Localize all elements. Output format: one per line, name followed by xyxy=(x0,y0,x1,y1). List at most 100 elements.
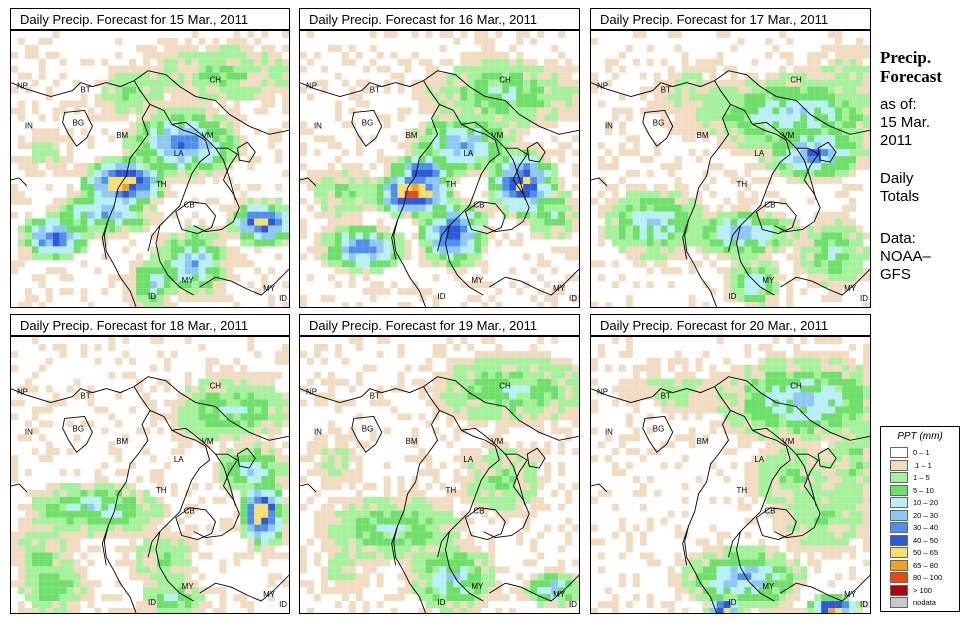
precip-cell xyxy=(240,441,248,449)
precip-cell xyxy=(198,392,206,400)
precip-cell xyxy=(59,135,67,143)
precip-cell xyxy=(122,156,130,164)
precip-cell xyxy=(474,475,482,483)
precip-cell xyxy=(212,72,220,80)
precip-cell xyxy=(495,121,503,129)
precip-cell xyxy=(565,517,573,525)
precip-cell xyxy=(495,448,503,456)
precip-cell xyxy=(177,538,185,546)
precip-cell xyxy=(163,128,171,136)
precip-cell xyxy=(355,552,363,560)
precip-cell xyxy=(73,496,81,504)
precip-cell xyxy=(488,93,496,101)
precip-cell xyxy=(38,545,46,553)
precip-cell xyxy=(502,107,510,115)
precip-cell xyxy=(856,79,864,87)
precip-cell xyxy=(233,79,241,87)
precip-cell xyxy=(156,267,164,275)
precip-cell xyxy=(730,295,738,303)
precip-cell xyxy=(11,65,18,73)
precip-cell xyxy=(136,114,144,122)
precip-cell xyxy=(558,503,566,511)
precip-cell xyxy=(45,357,53,365)
precip-cell xyxy=(495,385,503,393)
country-label-my: MY xyxy=(263,284,276,293)
precip-cell xyxy=(537,107,545,115)
precip-cell xyxy=(233,225,241,233)
precip-cell xyxy=(481,455,489,463)
precip-cell xyxy=(38,169,46,177)
precip-cell xyxy=(502,93,510,101)
precip-cell xyxy=(744,288,752,296)
precip-cell xyxy=(66,274,74,282)
precip-cell xyxy=(821,93,829,101)
precip-cell xyxy=(572,149,579,157)
precip-cell xyxy=(355,302,363,307)
country-label-ch: CH xyxy=(210,76,222,85)
country-label-cb: CB xyxy=(473,507,484,516)
precip-cell xyxy=(80,343,88,351)
precip-cell xyxy=(495,79,503,87)
precip-cell xyxy=(31,44,39,52)
precip-cell xyxy=(341,183,349,191)
precip-cell xyxy=(765,295,773,303)
precip-cell xyxy=(646,44,654,52)
precip-cell xyxy=(362,538,370,546)
precip-cell xyxy=(94,489,102,497)
precip-cell xyxy=(404,107,412,115)
precip-cell xyxy=(247,58,255,66)
precip-cell xyxy=(807,253,815,261)
precip-cell xyxy=(170,274,178,282)
precip-cell xyxy=(523,100,531,108)
precip-cell xyxy=(156,169,164,177)
precip-cell xyxy=(453,566,461,574)
precip-cell xyxy=(488,364,496,372)
precip-cell xyxy=(66,169,74,177)
precip-cell xyxy=(481,302,489,307)
precip-cell xyxy=(369,267,377,275)
precip-cell xyxy=(240,58,248,66)
precip-cell xyxy=(254,156,262,164)
precip-cell xyxy=(275,86,283,94)
precip-cell xyxy=(544,93,552,101)
precip-cell xyxy=(660,239,668,247)
precip-cell xyxy=(481,44,489,52)
precip-cell xyxy=(11,260,18,268)
precip-cell xyxy=(170,566,178,574)
precip-cell xyxy=(219,79,227,87)
precip-cell xyxy=(212,163,220,170)
precip-cell xyxy=(94,176,102,184)
precip-cell xyxy=(184,566,192,574)
precip-cell xyxy=(828,253,836,261)
country-label-la: LA xyxy=(754,149,764,158)
precip-cell xyxy=(646,86,654,94)
precip-cell xyxy=(439,86,447,94)
precip-cell xyxy=(730,169,738,177)
precip-cell xyxy=(87,190,95,198)
precip-cell xyxy=(842,58,850,66)
precip-cell xyxy=(688,100,696,108)
precip-cell xyxy=(481,246,489,254)
precip-cell xyxy=(453,552,461,560)
precip-cell xyxy=(544,580,552,588)
precip-cell xyxy=(835,225,843,233)
precip-cell xyxy=(558,225,566,233)
precip-cell xyxy=(821,337,829,344)
precip-cell xyxy=(425,149,433,157)
precip-cell xyxy=(52,31,60,38)
precip-cell xyxy=(758,253,766,261)
precip-cell xyxy=(156,114,164,122)
precip-cell xyxy=(786,121,794,129)
precip-cell xyxy=(101,503,109,511)
precip-cell xyxy=(411,149,419,157)
precip-cell xyxy=(418,587,426,595)
precip-cell xyxy=(625,253,633,261)
precip-cell xyxy=(695,100,703,108)
precip-cell xyxy=(226,413,234,421)
precip-cell xyxy=(509,503,517,511)
precip-cell xyxy=(558,31,566,38)
precip-cell xyxy=(653,79,661,87)
precip-cell xyxy=(247,420,255,428)
precip-cell xyxy=(702,350,710,358)
precip-cell xyxy=(376,149,384,157)
